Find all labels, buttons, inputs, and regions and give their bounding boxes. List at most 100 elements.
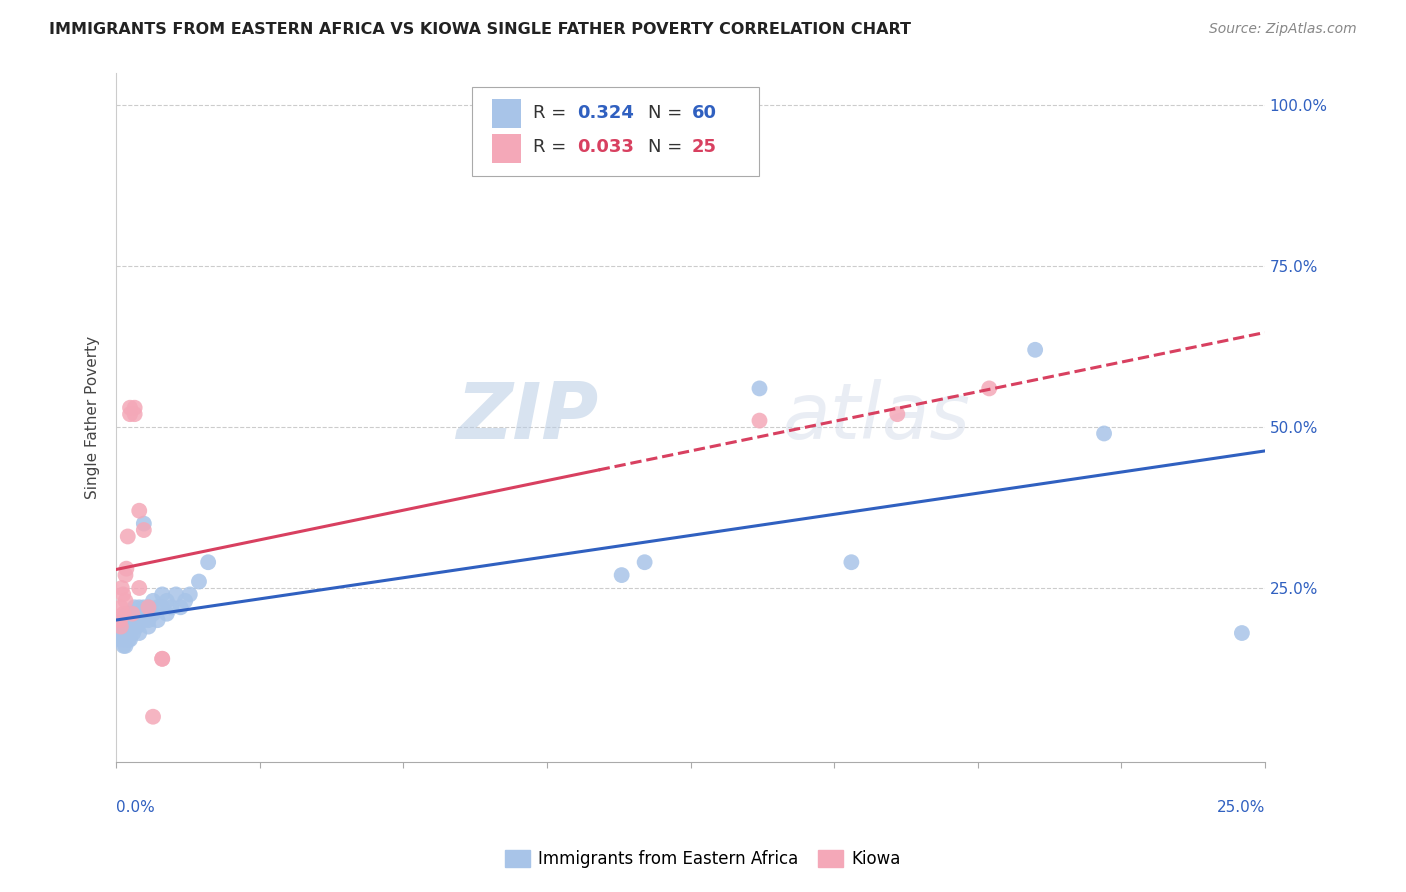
- Point: [120, 613, 142, 627]
- Point: [108, 613, 131, 627]
- Point: [124, 619, 146, 633]
- Point: [110, 626, 132, 640]
- Point: [124, 607, 146, 621]
- Point: [169, 600, 191, 615]
- Text: IMMIGRANTS FROM EASTERN AFRICA VS KIOWA SINGLE FATHER POVERTY CORRELATION CHART: IMMIGRANTS FROM EASTERN AFRICA VS KIOWA …: [49, 22, 911, 37]
- Point: [132, 613, 155, 627]
- Text: N =: N =: [648, 138, 688, 156]
- Point: [132, 600, 155, 615]
- Text: atlas: atlas: [783, 379, 970, 456]
- Bar: [492, 99, 520, 128]
- Point: [111, 619, 134, 633]
- Point: [110, 613, 132, 627]
- Point: [122, 626, 145, 640]
- Point: [108, 632, 131, 647]
- Point: [112, 607, 135, 621]
- Point: [115, 607, 138, 621]
- Text: R =: R =: [533, 104, 572, 122]
- Point: [150, 587, 173, 601]
- Point: [142, 709, 165, 723]
- Point: [128, 581, 150, 595]
- FancyBboxPatch shape: [472, 87, 759, 177]
- Text: 0.324: 0.324: [576, 104, 634, 122]
- Point: [115, 562, 138, 576]
- Point: [114, 594, 136, 608]
- Point: [156, 607, 179, 621]
- Point: [120, 632, 142, 647]
- Point: [112, 626, 135, 640]
- Point: [748, 414, 770, 428]
- Point: [124, 600, 146, 615]
- Point: [121, 619, 143, 633]
- Point: [112, 587, 135, 601]
- Point: [128, 600, 150, 615]
- Point: [146, 613, 169, 627]
- Point: [150, 600, 173, 615]
- Point: [117, 613, 139, 627]
- Point: [165, 587, 187, 601]
- Point: [633, 555, 655, 569]
- Point: [131, 607, 153, 621]
- Point: [112, 639, 135, 653]
- Point: [121, 607, 143, 621]
- Text: N =: N =: [648, 104, 688, 122]
- Point: [748, 381, 770, 395]
- Point: [114, 619, 136, 633]
- Point: [114, 626, 136, 640]
- Point: [138, 619, 160, 633]
- Text: Source: ZipAtlas.com: Source: ZipAtlas.com: [1209, 22, 1357, 37]
- Point: [120, 401, 142, 415]
- Point: [610, 568, 633, 582]
- Point: [979, 381, 1001, 395]
- Point: [120, 407, 142, 421]
- Point: [150, 652, 173, 666]
- Point: [115, 626, 138, 640]
- Point: [111, 581, 134, 595]
- Point: [150, 652, 173, 666]
- Text: 60: 60: [692, 104, 717, 122]
- Point: [117, 529, 139, 543]
- Point: [124, 401, 146, 415]
- Point: [1024, 343, 1046, 357]
- Point: [120, 607, 142, 621]
- Point: [156, 594, 179, 608]
- Point: [120, 619, 142, 633]
- Point: [118, 632, 141, 647]
- Point: [112, 613, 135, 627]
- Point: [124, 613, 146, 627]
- Point: [142, 607, 165, 621]
- Y-axis label: Single Father Poverty: Single Father Poverty: [86, 335, 100, 499]
- Text: 25.0%: 25.0%: [1216, 799, 1265, 814]
- Point: [138, 600, 160, 615]
- Point: [886, 407, 908, 421]
- Point: [841, 555, 863, 569]
- Point: [111, 632, 134, 647]
- Text: ZIP: ZIP: [457, 379, 599, 456]
- Point: [1230, 626, 1253, 640]
- Point: [142, 594, 165, 608]
- Point: [128, 504, 150, 518]
- Point: [1092, 426, 1115, 441]
- Text: 0.033: 0.033: [576, 138, 634, 156]
- Point: [110, 600, 132, 615]
- Point: [125, 619, 148, 633]
- Point: [110, 619, 132, 633]
- Point: [179, 587, 201, 601]
- Point: [114, 639, 136, 653]
- Point: [124, 407, 146, 421]
- Point: [138, 613, 160, 627]
- Point: [146, 600, 169, 615]
- Point: [138, 600, 160, 615]
- Bar: [492, 134, 520, 162]
- Point: [128, 613, 150, 627]
- Point: [120, 626, 142, 640]
- Text: 0.0%: 0.0%: [117, 799, 155, 814]
- Point: [174, 594, 197, 608]
- Point: [128, 626, 150, 640]
- Point: [114, 568, 136, 582]
- Point: [160, 600, 183, 615]
- Point: [114, 632, 136, 647]
- Text: 25: 25: [692, 138, 717, 156]
- Legend: Immigrants from Eastern Africa, Kiowa: Immigrants from Eastern Africa, Kiowa: [498, 843, 908, 875]
- Point: [132, 516, 155, 531]
